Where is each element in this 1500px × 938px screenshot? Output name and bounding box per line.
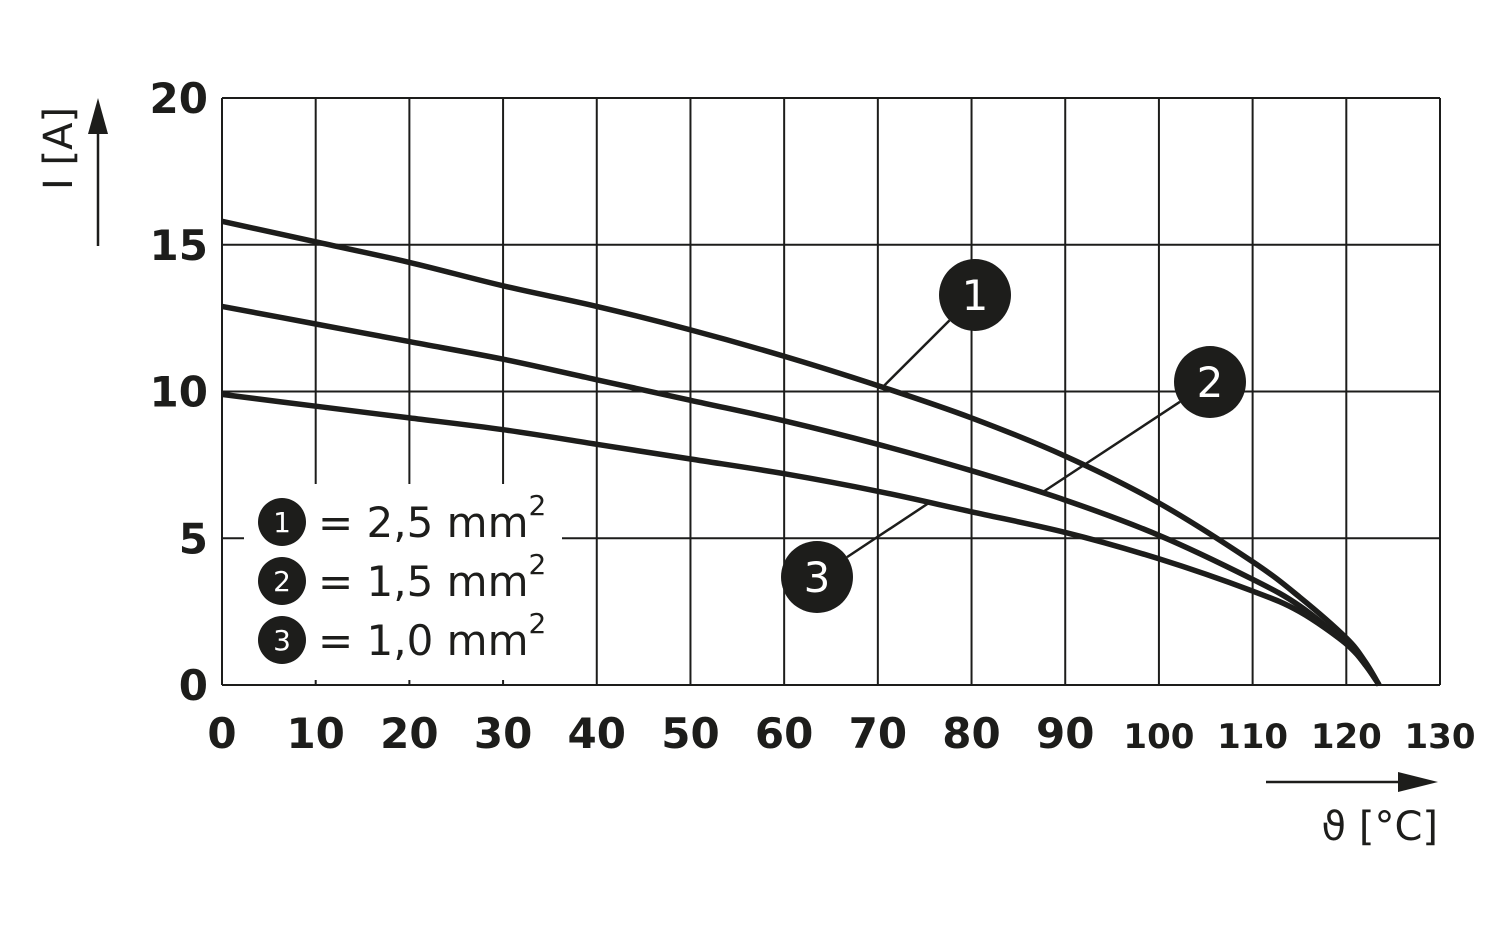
legend-superscript: 2 <box>529 607 547 640</box>
x-tick-label: 130 <box>1405 717 1476 757</box>
x-axis-title: ϑ [°C] <box>1321 804 1438 850</box>
x-tick-label: 10 <box>286 709 344 758</box>
series-2-line <box>221 303 1382 687</box>
x-tick-label: 70 <box>849 709 907 758</box>
x-tick-label: 60 <box>755 709 813 758</box>
tick-labels: 0 10 20 30 40 50 60 70 80 90 100 110 120 130 0 5 10 15 20 <box>150 74 1476 758</box>
series-3-line <box>221 391 1382 687</box>
axis-titles: I [A] ϑ [°C] <box>36 98 1438 850</box>
legend-superscript: 2 <box>529 489 547 522</box>
x-tick-label: 80 <box>942 709 1000 758</box>
x-tick-label: 20 <box>380 709 438 758</box>
y-tick-label: 15 <box>150 221 208 270</box>
y-tick-label: 5 <box>179 514 208 563</box>
legend-text: = 2,5 mm2 <box>318 489 546 547</box>
legend-text: = 1,0 mm2 <box>318 607 546 665</box>
x-tick-label: 40 <box>568 709 626 758</box>
callout-1-marker <box>939 259 1011 331</box>
x-tick-label: 0 <box>207 709 236 758</box>
grid <box>221 97 1441 686</box>
y-axis-arrow-head <box>88 98 108 134</box>
x-tick-label: 110 <box>1217 717 1288 757</box>
y-tick-label: 0 <box>179 661 208 710</box>
callouts: 1 2 3 <box>781 259 1246 613</box>
x-tick-label: 100 <box>1123 717 1194 757</box>
y-axis-title: I [A] <box>36 107 82 190</box>
y-tick-label: 20 <box>150 74 208 123</box>
y-tick-label: 10 <box>150 368 208 417</box>
callout-3-label: 3 <box>804 553 831 602</box>
curves <box>221 218 1382 687</box>
legend-marker-label: 2 <box>273 565 291 598</box>
series-1-line <box>221 218 1382 687</box>
legend-text: = 1,5 mm2 <box>318 548 546 606</box>
callout-1-leader <box>881 319 951 389</box>
callout-2-label: 2 <box>1197 358 1224 407</box>
callout-3-marker <box>781 541 853 613</box>
legend-superscript: 2 <box>529 548 547 581</box>
x-tick-label: 30 <box>474 709 532 758</box>
callout-3-leader <box>846 501 931 559</box>
legend-marker-1 <box>258 498 306 546</box>
x-tick-label: 120 <box>1311 717 1382 757</box>
legend-marker-label: 3 <box>273 624 291 657</box>
callout-1-label: 1 <box>962 271 989 320</box>
legend-marker-label: 1 <box>273 506 291 539</box>
callout-2-leader <box>1041 400 1181 494</box>
x-axis-arrow-head <box>1398 772 1438 792</box>
legend-marker-3 <box>258 616 306 664</box>
legend-marker-2 <box>258 557 306 605</box>
x-tick-label: 90 <box>1036 709 1094 758</box>
x-tick-label: 50 <box>661 709 719 758</box>
callout-2-marker <box>1174 346 1246 418</box>
